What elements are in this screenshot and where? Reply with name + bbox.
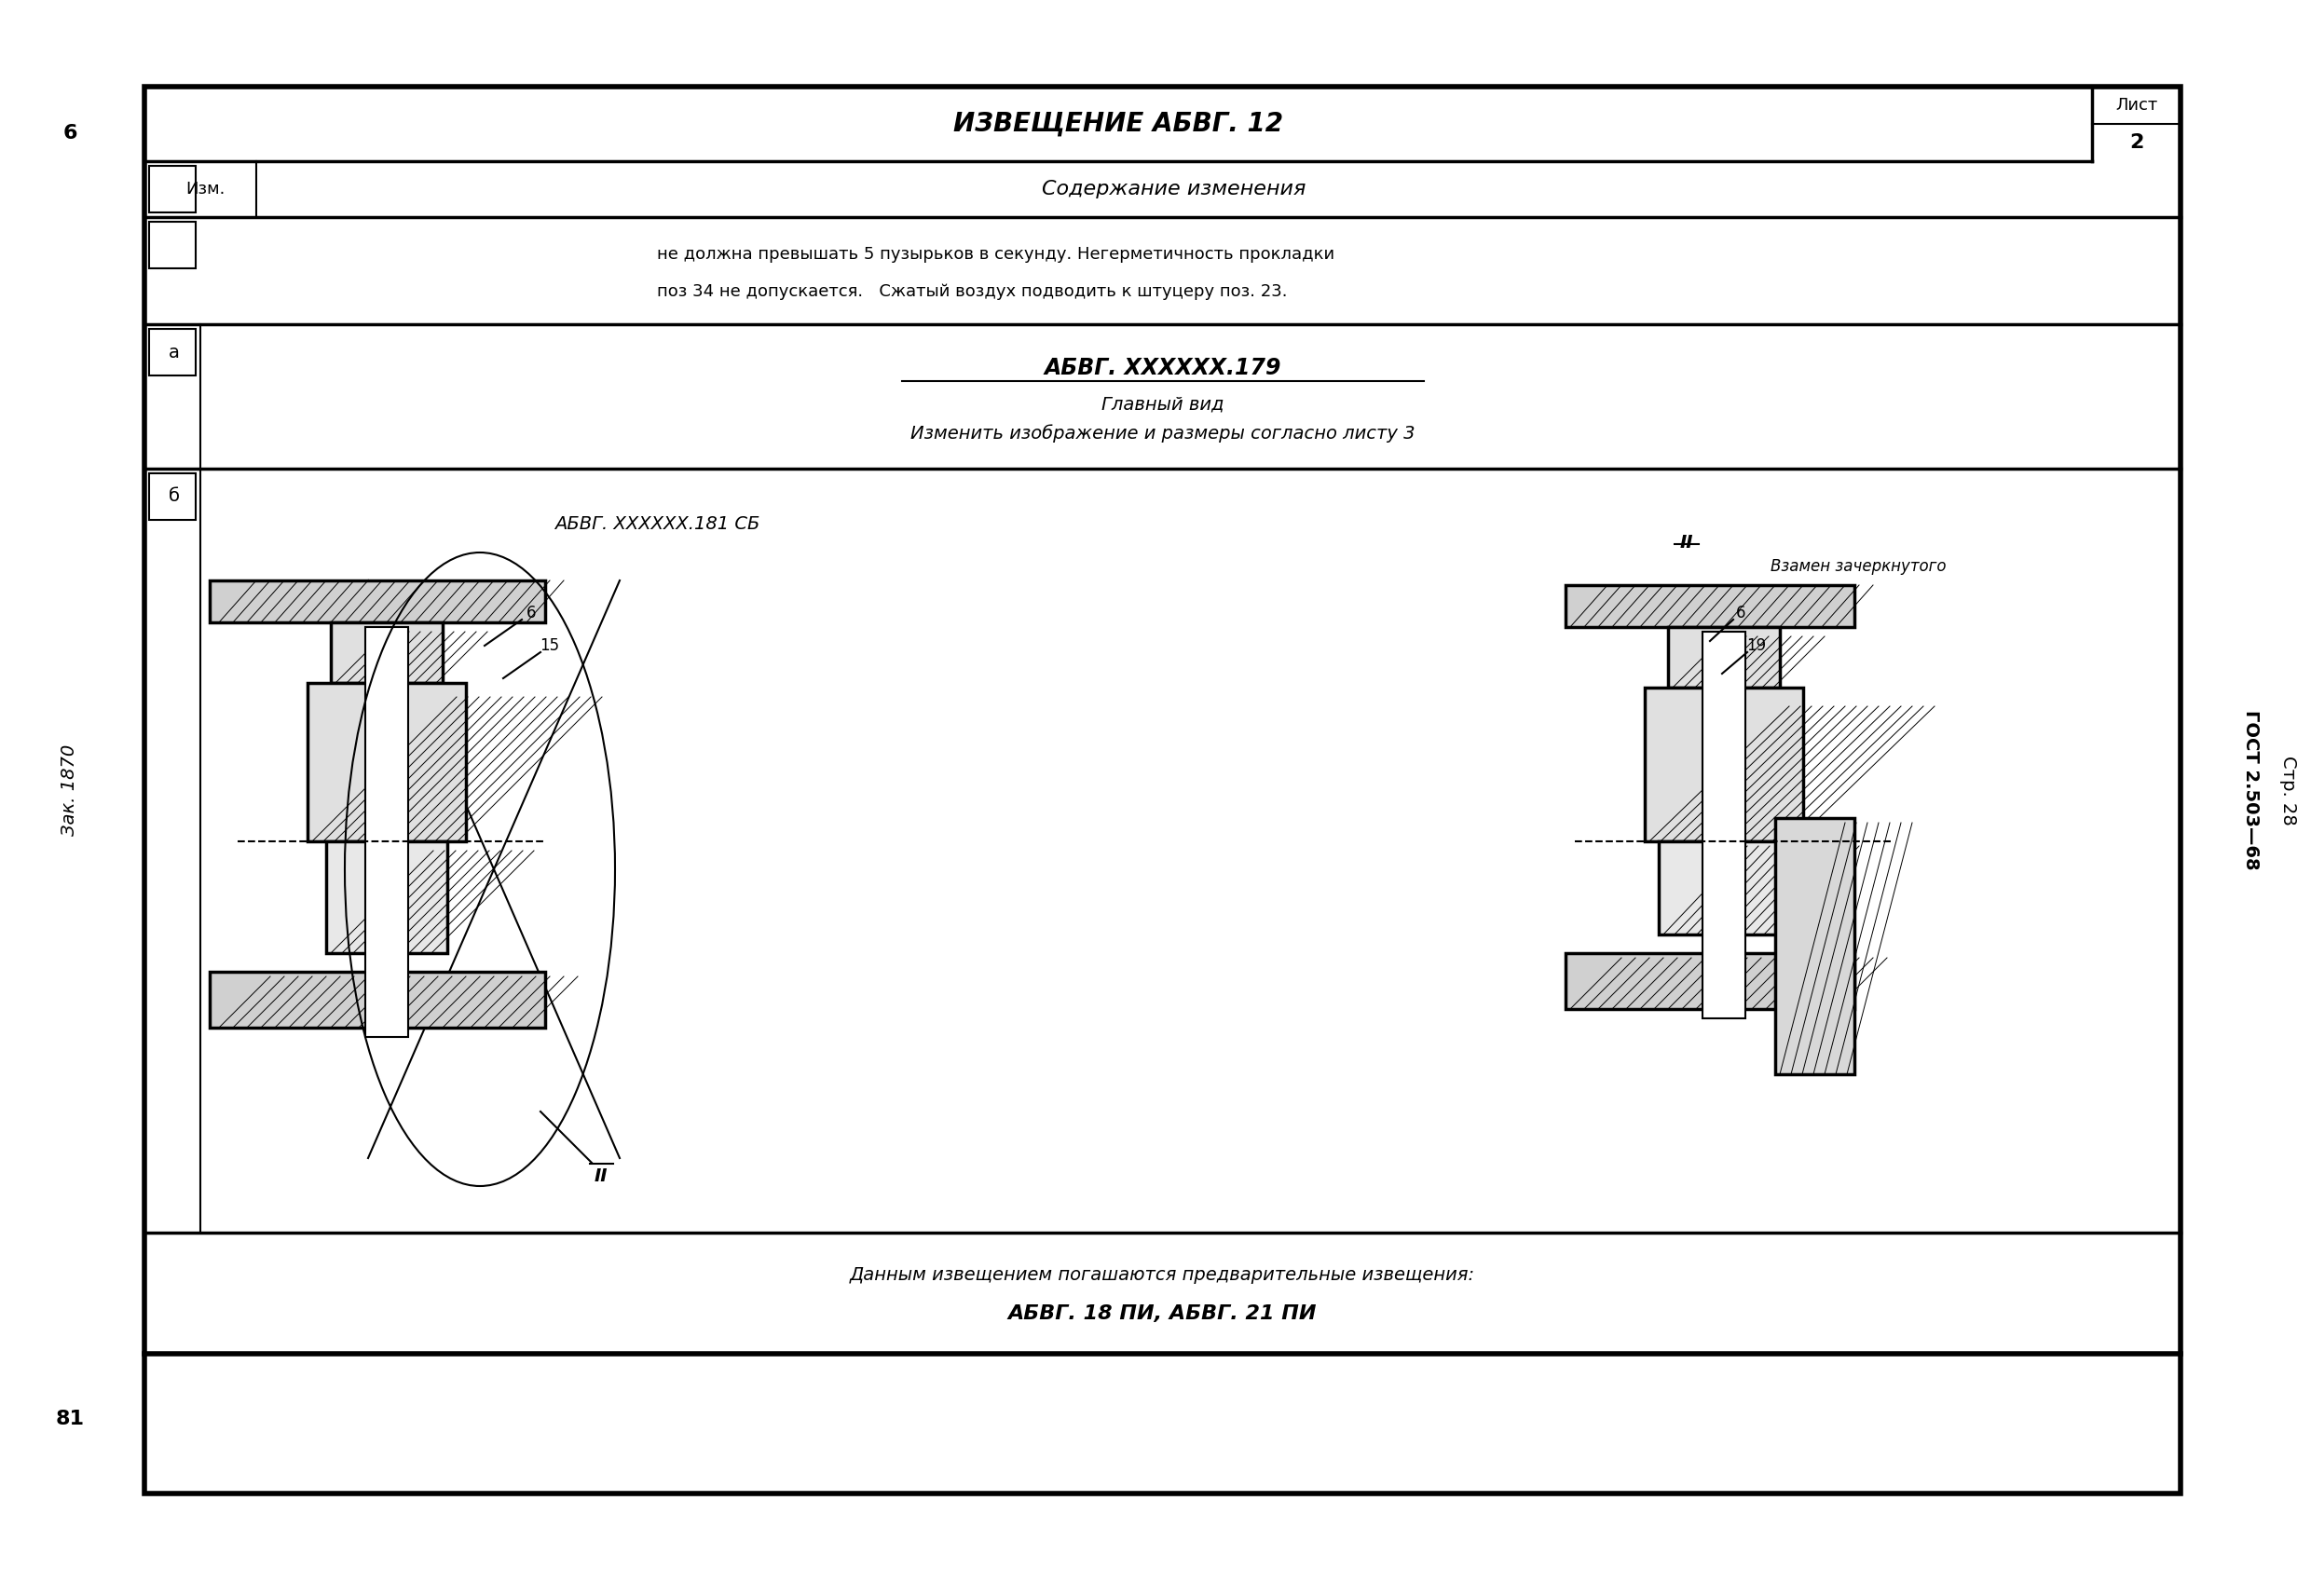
Text: а: а (169, 343, 180, 361)
Bar (150, 329, 196, 375)
Text: 2: 2 (2128, 132, 2145, 152)
Text: II: II (594, 1168, 608, 1186)
Text: АБВГ. 18 ПИ, АБВГ. 21 ПИ: АБВГ. 18 ПИ, АБВГ. 21 ПИ (1008, 1304, 1317, 1323)
Bar (307, 683, 467, 841)
Bar (210, 972, 545, 1028)
Text: поз 34 не допускается.   Сжатый воздух подводить к штуцеру поз. 23.: поз 34 не допускается. Сжатый воздух под… (656, 282, 1287, 300)
Bar (1669, 627, 1779, 688)
Bar (365, 627, 409, 1037)
Text: Лист: Лист (2115, 97, 2158, 113)
Text: Изменить изображение и размеры согласно листу 3: Изменить изображение и размеры согласно … (911, 425, 1414, 442)
Text: 6: 6 (527, 605, 536, 621)
Text: Зак. 1870: Зак. 1870 (60, 744, 79, 836)
Bar (150, 166, 196, 212)
Text: 81: 81 (55, 1409, 83, 1428)
Text: АБВГ. XXXXXX.181 СБ: АБВГ. XXXXXX.181 СБ (555, 516, 760, 533)
Bar (150, 474, 196, 520)
Text: Содержание изменения: Содержание изменения (1042, 180, 1306, 198)
Text: 6: 6 (1736, 605, 1745, 621)
Text: 19: 19 (1747, 637, 1766, 654)
Bar (1565, 586, 1853, 627)
Text: Изм.: Изм. (185, 180, 224, 198)
Bar (210, 581, 545, 622)
Text: 6: 6 (62, 124, 76, 142)
Bar (143, 86, 2182, 1494)
Text: Данным извещением погашаются предварительные извещения:: Данным извещением погашаются предварител… (850, 1266, 1474, 1283)
Text: Стр. 28: Стр. 28 (2279, 755, 2297, 825)
Text: б: б (169, 488, 180, 506)
Text: Взамен зачеркнутого: Взамен зачеркнутого (1770, 559, 1946, 575)
Text: 15: 15 (541, 637, 559, 654)
Bar (150, 222, 196, 268)
Text: не должна превышать 5 пузырьков в секунду. Негерметичность прокладки: не должна превышать 5 пузырьков в секунд… (656, 246, 1333, 263)
Bar (1775, 819, 1853, 1074)
Bar (330, 622, 444, 683)
Bar (1645, 688, 1803, 841)
Text: ИЗВЕЩЕНИЕ АБВГ. 12: ИЗВЕЩЕНИЕ АБВГ. 12 (952, 110, 1283, 137)
Text: АБВГ. XXXXXX.179: АБВГ. XXXXXX.179 (1045, 358, 1280, 380)
Bar (1565, 953, 1853, 1009)
Bar (326, 841, 448, 953)
Text: Главный вид: Главный вид (1102, 396, 1225, 413)
Text: II: II (1680, 535, 1694, 552)
Text: ГОСТ 2.503—68: ГОСТ 2.503—68 (2242, 710, 2260, 870)
Bar (1659, 841, 1789, 935)
Bar (1703, 632, 1745, 1018)
